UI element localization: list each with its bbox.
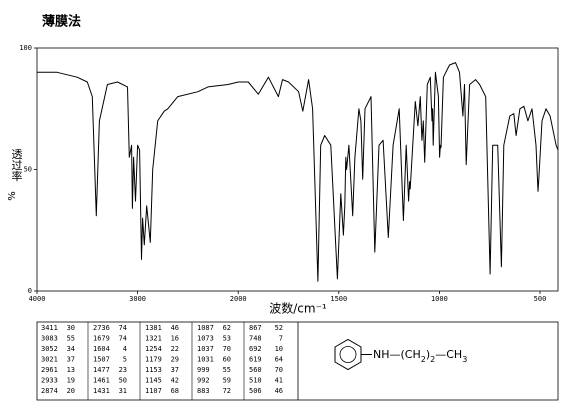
peak-wavenumber: 1031 xyxy=(197,356,214,364)
x-tick-label: 1000 xyxy=(431,295,448,303)
peak-transmittance: 70 xyxy=(275,366,283,374)
peak-wavenumber: 1461 xyxy=(93,377,110,385)
benzene-circle xyxy=(339,346,357,363)
y-tick-label: 50 xyxy=(24,166,32,174)
peak-wavenumber: 1477 xyxy=(93,366,110,374)
peak-transmittance: 37 xyxy=(171,366,179,374)
peak-transmittance: 20 xyxy=(67,387,75,395)
peak-wavenumber: 883 xyxy=(197,387,210,395)
y-label: 透过率 xyxy=(10,148,23,182)
x-label: 波数/cm⁻¹ xyxy=(269,301,327,316)
peak-transmittance: 5 xyxy=(123,356,127,364)
peak-transmittance: 55 xyxy=(223,366,231,374)
benzene-ring xyxy=(334,338,362,371)
peak-wavenumber: 3411 xyxy=(41,324,58,332)
peak-wavenumber: 506 xyxy=(249,387,262,395)
peak-transmittance: 53 xyxy=(223,335,231,343)
y-label-unit: % xyxy=(7,191,18,201)
peak-transmittance: 22 xyxy=(171,345,179,353)
peak-transmittance: 13 xyxy=(67,366,75,374)
peak-wavenumber: 1431 xyxy=(93,387,110,395)
peak-transmittance: 55 xyxy=(67,335,75,343)
formula-part: —CH xyxy=(435,348,462,361)
subscript: 2 xyxy=(430,355,435,364)
peak-transmittance: 52 xyxy=(275,324,283,332)
peak-wavenumber: 1037 xyxy=(197,345,214,353)
peak-transmittance: 59 xyxy=(223,377,231,385)
peak-wavenumber: 1179 xyxy=(145,356,162,364)
peak-wavenumber: 3052 xyxy=(41,345,58,353)
peak-transmittance: 72 xyxy=(223,387,231,395)
peak-wavenumber: 867 xyxy=(249,324,262,332)
structure-text: NH—(CH2)2—CH3 xyxy=(373,348,467,364)
peak-wavenumber: 510 xyxy=(249,377,262,385)
peak-transmittance: 10 xyxy=(275,345,283,353)
formula-part: NH—(CH xyxy=(373,348,421,361)
peak-wavenumber: 3021 xyxy=(41,356,58,364)
peak-transmittance: 74 xyxy=(119,324,127,332)
peak-wavenumber: 619 xyxy=(249,356,262,364)
peak-wavenumber: 3083 xyxy=(41,335,58,343)
peak-wavenumber: 1073 xyxy=(197,335,214,343)
peak-transmittance: 16 xyxy=(171,335,179,343)
peak-wavenumber: 560 xyxy=(249,366,262,374)
peak-transmittance: 31 xyxy=(119,387,127,395)
peak-transmittance: 23 xyxy=(119,366,127,374)
peak-transmittance: 41 xyxy=(275,377,283,385)
formula-part: ) xyxy=(426,348,430,361)
subscript: 3 xyxy=(462,355,467,364)
peak-transmittance: 50 xyxy=(119,377,127,385)
peak-wavenumber: 1381 xyxy=(145,324,162,332)
peak-transmittance: 30 xyxy=(67,324,75,332)
peak-wavenumber: 999 xyxy=(197,366,210,374)
peak-transmittance: 7 xyxy=(279,335,283,343)
peak-transmittance: 46 xyxy=(275,387,283,395)
peak-wavenumber: 992 xyxy=(197,377,210,385)
spectrum-line xyxy=(37,62,559,282)
peak-transmittance: 42 xyxy=(171,377,179,385)
y-tick-label: 100 xyxy=(19,44,32,52)
peak-wavenumber: 1145 xyxy=(145,377,162,385)
peak-transmittance: 74 xyxy=(119,335,127,343)
peak-wavenumber: 748 xyxy=(249,335,262,343)
structure-label: NH—(CH2)2—CH3 xyxy=(373,348,467,364)
peak-wavenumber: 1604 xyxy=(93,345,110,353)
peak-wavenumber: 1254 xyxy=(145,345,162,353)
peak-wavenumber: 1321 xyxy=(145,335,162,343)
subscript: 2 xyxy=(421,355,426,364)
peak-transmittance: 46 xyxy=(171,324,179,332)
table-frame xyxy=(36,321,559,401)
peak-transmittance: 68 xyxy=(171,387,179,395)
peak-wavenumber: 1087 xyxy=(197,324,214,332)
peak-wavenumber: 1153 xyxy=(145,366,162,374)
peak-wavenumber: 2961 xyxy=(41,366,58,374)
peak-transmittance: 62 xyxy=(223,324,231,332)
peak-transmittance: 4 xyxy=(123,345,127,353)
peak-wavenumber: 1507 xyxy=(93,356,110,364)
peak-transmittance: 64 xyxy=(275,356,283,364)
peak-transmittance: 19 xyxy=(67,377,75,385)
peak-transmittance: 34 xyxy=(67,345,75,353)
peak-wavenumber: 1679 xyxy=(93,335,110,343)
y-tick-label: 0 xyxy=(28,287,32,295)
peak-wavenumber: 2736 xyxy=(93,324,110,332)
peak-wavenumber: 692 xyxy=(249,345,262,353)
peak-wavenumber: 2874 xyxy=(41,387,58,395)
x-tick-label: 500 xyxy=(534,295,547,303)
x-tick-label: 2000 xyxy=(230,295,247,303)
peak-wavenumber: 1107 xyxy=(145,387,162,395)
peak-transmittance: 29 xyxy=(171,356,179,364)
peak-transmittance: 37 xyxy=(67,356,75,364)
peak-transmittance: 60 xyxy=(223,356,231,364)
title: 薄膜法 xyxy=(42,14,81,30)
peak-wavenumber: 2933 xyxy=(41,377,58,385)
x-tick-label: 4000 xyxy=(29,295,46,303)
x-tick-label: 1500 xyxy=(330,295,347,303)
x-tick-label: 3000 xyxy=(129,295,146,303)
peak-transmittance: 70 xyxy=(223,345,231,353)
